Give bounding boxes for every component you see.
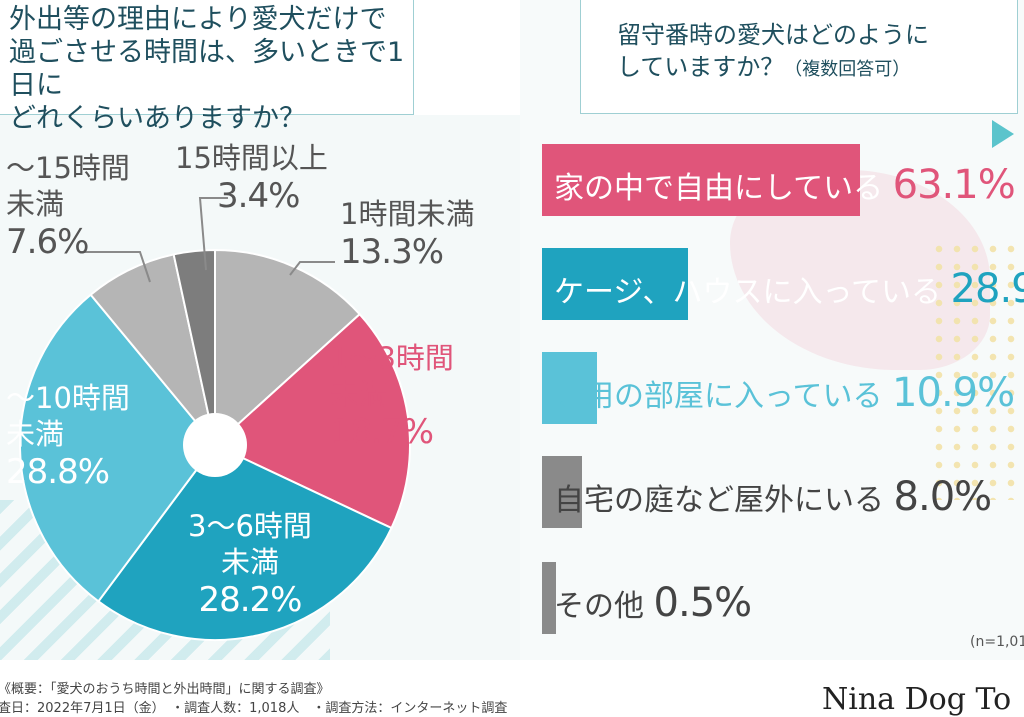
pie-label-0-value: 13.3%	[340, 232, 444, 272]
bar-1-label: ケージ、ハウスに入っている 28.9%	[554, 266, 1024, 312]
bar-4-value: 0.5%	[653, 580, 753, 626]
bar-0	[542, 144, 860, 216]
left-question-box: 外出等の理由により愛犬だけで 過ごさせる時間は、多いときで1日に どれくらいあり…	[0, 0, 414, 134]
sample-size-note: (n=1,01	[970, 634, 1024, 650]
pie-label-3-value: 28.8%	[6, 452, 110, 492]
pie-label-0: 1時間未満 13.3%	[340, 196, 474, 272]
bar-3-label: 自宅の庭など屋外にいる 8.0%	[554, 474, 993, 520]
bar-4-label: その他 0.5%	[554, 580, 753, 626]
bar-0-category: 家の中で自由にしている	[554, 171, 884, 206]
pie-label-3-category: 〜10時間 未満	[6, 381, 130, 451]
pie-label-0-category: 1時間未満	[340, 197, 475, 231]
left-question-text: 外出等の理由により愛犬だけで 過ごさせる時間は、多いときで1日に どれくらいあり…	[9, 4, 405, 134]
right-question-main: 留守番時の愛犬はどのように していますか？	[617, 21, 929, 81]
bar-1-category: ケージ、ハウスに入っている	[554, 275, 941, 310]
bar-1	[542, 248, 688, 320]
bar-2-label: 専用の部屋に入っている 10.9%	[554, 370, 1015, 416]
right-question-box: 留守番時の愛犬はどのように していますか？（複数回答可）	[580, 0, 1018, 114]
donut-chart	[19, 197, 411, 641]
pie-label-3: 〜10時間 未満 28.8%	[6, 380, 130, 492]
bar-0-value: 63.1%	[892, 162, 1016, 208]
pie-slice-3	[19, 293, 217, 603]
pie-label-2-category: 3〜6時間 未満	[188, 509, 312, 579]
donut-hole	[183, 413, 247, 477]
bar-3-value: 8.0%	[893, 474, 993, 520]
bar-3	[542, 456, 583, 528]
pie-slice-1	[213, 312, 411, 530]
leader-line-1	[80, 251, 151, 283]
bar-2-category: 専用の部屋に入っている	[554, 379, 883, 414]
survey-details: 査日：2022年7月1日（金） ・調査人数：1,018人 ・調査方法：インターネ…	[0, 701, 508, 716]
leader-line-2	[198, 197, 228, 271]
bar-2-value: 10.9%	[892, 370, 1015, 416]
right-question-sub: （複数回答可）	[784, 59, 911, 80]
bar-2	[542, 352, 597, 424]
triangle-decoration	[992, 120, 1014, 148]
bar-4-category: その他	[554, 589, 644, 624]
pie-label-2: 3〜6時間 未満 28.2%	[188, 508, 312, 620]
pie-label-1-value: 18.7%	[330, 412, 434, 452]
pie-slice-2	[97, 443, 393, 641]
pie-label-5-value: 3.4%	[217, 176, 300, 216]
pie-slice-0	[214, 248, 362, 448]
footer: 《概要：「愛犬のおうち時間と外出時間」に関する調査》 査日：2022年7月1日（…	[0, 660, 1024, 717]
survey-overview: 《概要：「愛犬のおうち時間と外出時間」に関する調査》	[0, 682, 330, 697]
pie-label-1-category: 1〜3時間 未満	[330, 341, 454, 411]
bar-3-category: 自宅の庭など屋外にいる	[554, 483, 884, 518]
pie-label-4-category: 〜15時間 未満	[6, 151, 130, 221]
pie-label-5: 15時間以上 3.4%	[175, 140, 328, 216]
pie-label-4-value: 7.6%	[6, 222, 89, 262]
pie-label-4: 〜15時間 未満 7.6%	[6, 150, 130, 262]
bar-4	[542, 562, 556, 634]
pie-label-1: 1〜3時間 未満 18.7%	[330, 340, 454, 452]
bar-0-label: 家の中で自由にしている 63.1%	[554, 162, 1016, 208]
bar-1-value: 28.9%	[950, 266, 1024, 312]
leader-line-0	[289, 261, 335, 276]
brand-logo-text: Nina Dog To	[822, 682, 1012, 717]
pie-label-2-value: 28.2%	[198, 580, 302, 620]
pie-label-5-category: 15時間以上	[175, 141, 328, 175]
dot-pattern-decoration	[930, 240, 1024, 500]
right-question-text: 留守番時の愛犬はどのように していますか？（複数回答可）	[617, 19, 929, 86]
pie-slice-5	[172, 248, 216, 446]
